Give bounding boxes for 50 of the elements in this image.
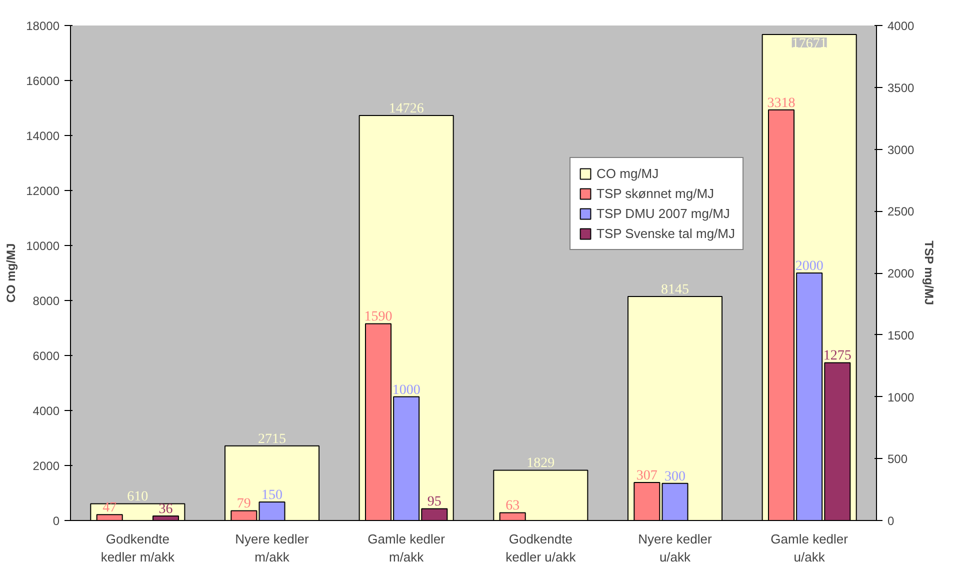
data-label: 8145 xyxy=(661,282,689,298)
x-tick-label: Gamle kedler m/akk xyxy=(368,532,446,564)
y-tick-label: 0 xyxy=(52,514,60,528)
y-tick-label: 12000 xyxy=(26,184,60,198)
y2-tick-label: 0 xyxy=(888,514,894,528)
data-label: 1275 xyxy=(823,348,852,364)
data-label: 79 xyxy=(236,496,251,512)
y2-tick-label: 3000 xyxy=(888,142,915,157)
y2-tick-label: 2500 xyxy=(888,204,915,219)
y2-tick-label: 1500 xyxy=(888,328,915,342)
data-label: 150 xyxy=(262,488,282,503)
data-label: 14726 xyxy=(388,102,424,117)
x-tick-label: Godkendte kedler u/akk xyxy=(506,532,576,564)
y-tick-label: 18000 xyxy=(26,19,60,33)
data-label: 610 xyxy=(127,490,148,505)
legend-label: TSP Svenske tal mg/MJ xyxy=(596,226,735,241)
y2-tick-label: 4000 xyxy=(888,19,915,33)
data-label: 300 xyxy=(664,469,686,484)
y-tick-label: 8000 xyxy=(32,294,60,308)
data-label: 2000 xyxy=(795,259,824,274)
y-tick-label: 4000 xyxy=(32,404,60,418)
data-label: 95 xyxy=(427,494,442,510)
y2-tick-label: 2000 xyxy=(888,266,915,280)
y2-axis-title: TSP mg/MJ xyxy=(922,240,936,306)
data-label: 63 xyxy=(506,498,520,514)
x-tick-label: Godkendte kedler m/akk xyxy=(100,532,176,564)
y-tick-label: 10000 xyxy=(26,239,60,253)
data-label: 307 xyxy=(636,468,658,484)
y-tick-label: 2000 xyxy=(32,459,60,473)
y2-tick-label: 500 xyxy=(888,452,908,466)
legend-label: CO mg/MJ xyxy=(596,166,659,181)
y-tick-label: 6000 xyxy=(32,349,60,363)
data-label: 3318 xyxy=(767,96,796,111)
x-tick-label: Nyere kedler u/akk xyxy=(638,532,713,564)
y-tick-label: 16000 xyxy=(26,74,60,88)
data-label: 17671 xyxy=(792,36,827,52)
x-tick-label: Nyere kedler m/akk xyxy=(235,532,310,564)
data-label: 36 xyxy=(158,502,173,518)
y2-tick-label: 1000 xyxy=(888,390,915,404)
legend-label: TSP DMU 2007 mg/MJ xyxy=(596,206,730,221)
legend-label: TSP skønnet mg/MJ xyxy=(596,186,714,201)
y2-tick-label: 3500 xyxy=(888,80,915,95)
data-label: 1000 xyxy=(392,382,420,398)
data-label: 2715 xyxy=(258,432,286,447)
data-label: 1590 xyxy=(364,310,392,325)
y-axis-title: CO mg/MJ xyxy=(4,243,18,303)
data-label: 47 xyxy=(102,500,117,516)
y-tick-label: 14000 xyxy=(26,129,60,143)
data-label: 1829 xyxy=(526,456,555,472)
x-tick-label: Gamle kedler u/akk xyxy=(770,532,849,564)
